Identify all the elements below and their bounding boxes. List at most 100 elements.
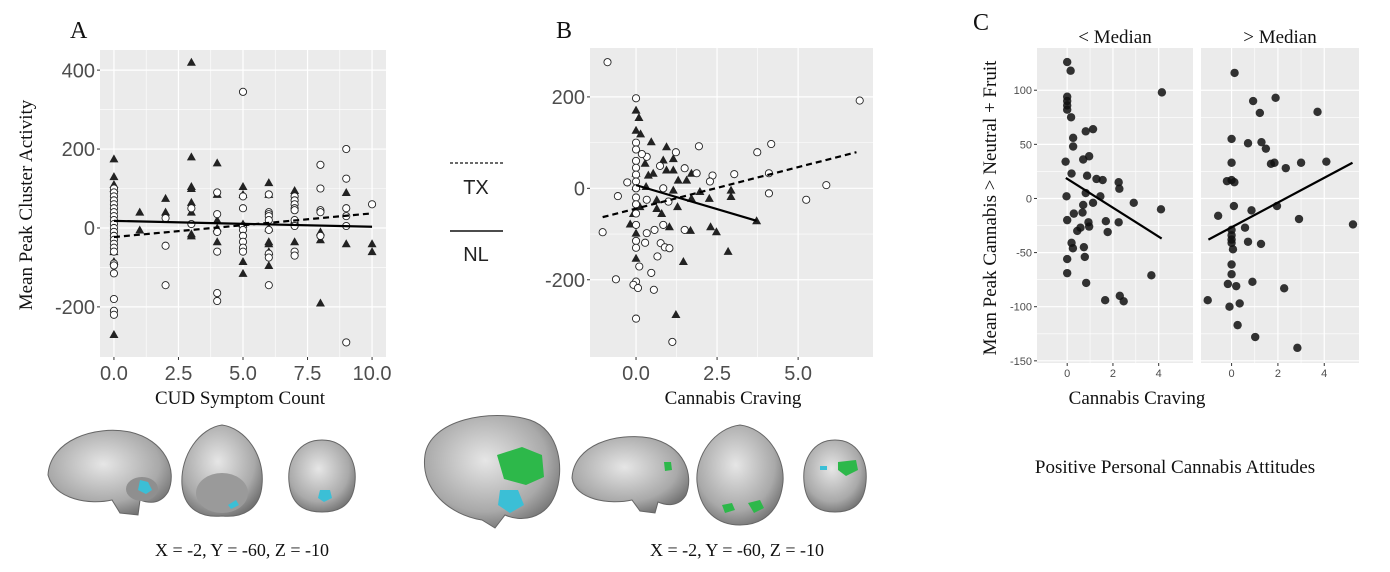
data-point-dot [1073, 226, 1082, 236]
data-point-circle [655, 161, 665, 170]
data-point-dot [1062, 57, 1072, 67]
data-point-dot [1233, 320, 1242, 330]
x-tick-label: 4 [1321, 368, 1327, 380]
data-point-circle [631, 193, 641, 202]
data-point-dot [1257, 137, 1266, 147]
data-point-dot [1061, 157, 1070, 166]
cluster-blob [838, 460, 858, 476]
data-point-dot [1101, 216, 1111, 226]
data-point-circle [631, 314, 641, 323]
a-x-axis-label: CUD Symptom Count [155, 388, 326, 409]
data-point-circle [802, 195, 811, 204]
data-point-circle [238, 247, 248, 256]
data-point-circle [631, 236, 641, 245]
data-point-triangle [367, 247, 377, 256]
brain-coronal-b [803, 439, 867, 513]
data-point-dot [1088, 124, 1098, 134]
a-coordinates-caption: X = -2, Y = -60, Z = -10 [155, 540, 329, 560]
data-point-dot [1270, 158, 1279, 167]
data-point-triangle [657, 208, 667, 217]
data-point-circle [603, 58, 612, 67]
data-point-dot [1225, 302, 1234, 311]
data-point-circle [631, 209, 641, 218]
x-tick-label: 0.0 [622, 363, 650, 385]
brain-coronal-a [288, 439, 356, 513]
data-point-triangle [706, 222, 716, 231]
data-point-triangle [668, 165, 678, 174]
data-point-dot [1230, 68, 1239, 78]
y-tick-label: 200 [62, 139, 95, 161]
data-point-dot [1227, 270, 1236, 279]
data-point-triangle [212, 158, 222, 167]
data-point-circle [213, 210, 222, 219]
b-x-axis-label: Cannabis Craving [665, 388, 802, 409]
data-point-circle [109, 310, 118, 319]
c-x-axis-label: Cannabis Craving [1069, 388, 1206, 409]
data-point-circle [822, 181, 831, 190]
data-point-dot [1114, 218, 1123, 227]
data-point-dot [1119, 297, 1128, 306]
cluster-blob [497, 447, 544, 485]
data-point-circle [213, 227, 222, 236]
x-tick-label: 4 [1156, 368, 1162, 380]
data-point-triangle [671, 309, 681, 318]
cluster-blob [498, 490, 524, 513]
data-point-circle [109, 269, 118, 278]
legend: TX NL [450, 162, 503, 266]
data-point-circle [290, 251, 299, 260]
data-point-dot [1230, 178, 1239, 187]
data-point-triangle [664, 222, 674, 231]
data-point-dot [1322, 157, 1331, 166]
data-point-circle [264, 225, 273, 234]
data-point-dot [1251, 332, 1260, 342]
legend-label-tx: TX [463, 177, 489, 199]
data-point-triangle [636, 129, 646, 138]
brain-sagittal-b [571, 436, 690, 514]
data-point-circle [631, 156, 641, 165]
panel-label-c: C [973, 10, 989, 36]
data-point-dot [1098, 175, 1107, 185]
y-tick-label: -200 [55, 297, 95, 319]
data-point-triangle [682, 175, 692, 184]
fit-line-dashed [113, 212, 373, 239]
data-point-dot [1079, 200, 1088, 210]
data-point-circle [665, 244, 674, 253]
y-tick-label: 0 [1026, 193, 1032, 205]
c-facet-title-above: > Median [1243, 27, 1317, 48]
data-point-circle [238, 192, 248, 201]
y-tick-label: 100 [1014, 85, 1032, 97]
data-point-dot [1062, 192, 1071, 201]
data-point-dot [1080, 252, 1090, 262]
data-point-circle [764, 189, 773, 198]
data-point-triangle [640, 158, 650, 167]
fit-line-solid [1065, 176, 1163, 240]
data-point-dot [1081, 127, 1090, 136]
data-point-triangle [264, 239, 274, 248]
data-point-circle [238, 204, 248, 213]
x-tick-label: 0.0 [100, 363, 128, 385]
brain-axial-b [696, 424, 784, 526]
data-point-triangle [186, 152, 196, 161]
data-point-dot [1092, 174, 1101, 184]
data-point-circle [705, 177, 714, 186]
data-point-triangle [264, 178, 274, 187]
data-point-circle [631, 170, 641, 179]
data-point-triangle [341, 187, 351, 196]
data-point-circle [680, 225, 689, 234]
data-point-circle [668, 337, 677, 346]
data-point-dot [1062, 215, 1072, 225]
panel-a-plot: 0.0 2.5 5.0 7.5 10.0 -200 0 200 400 [55, 50, 392, 385]
data-point-dot [1247, 206, 1256, 215]
y-tick-label: 200 [552, 87, 585, 109]
data-point-circle [631, 138, 641, 147]
panel-label-a: A [70, 18, 88, 44]
brain-images-b [423, 414, 867, 529]
data-point-circle [342, 174, 351, 183]
data-point-dot [1261, 144, 1271, 153]
data-point-triangle [673, 202, 683, 211]
panel-label-b: B [556, 18, 572, 44]
data-point-circle [642, 195, 651, 204]
data-point-circle [213, 289, 222, 298]
a-y-axis-label: Mean Peak Cluster Activity [16, 99, 37, 310]
